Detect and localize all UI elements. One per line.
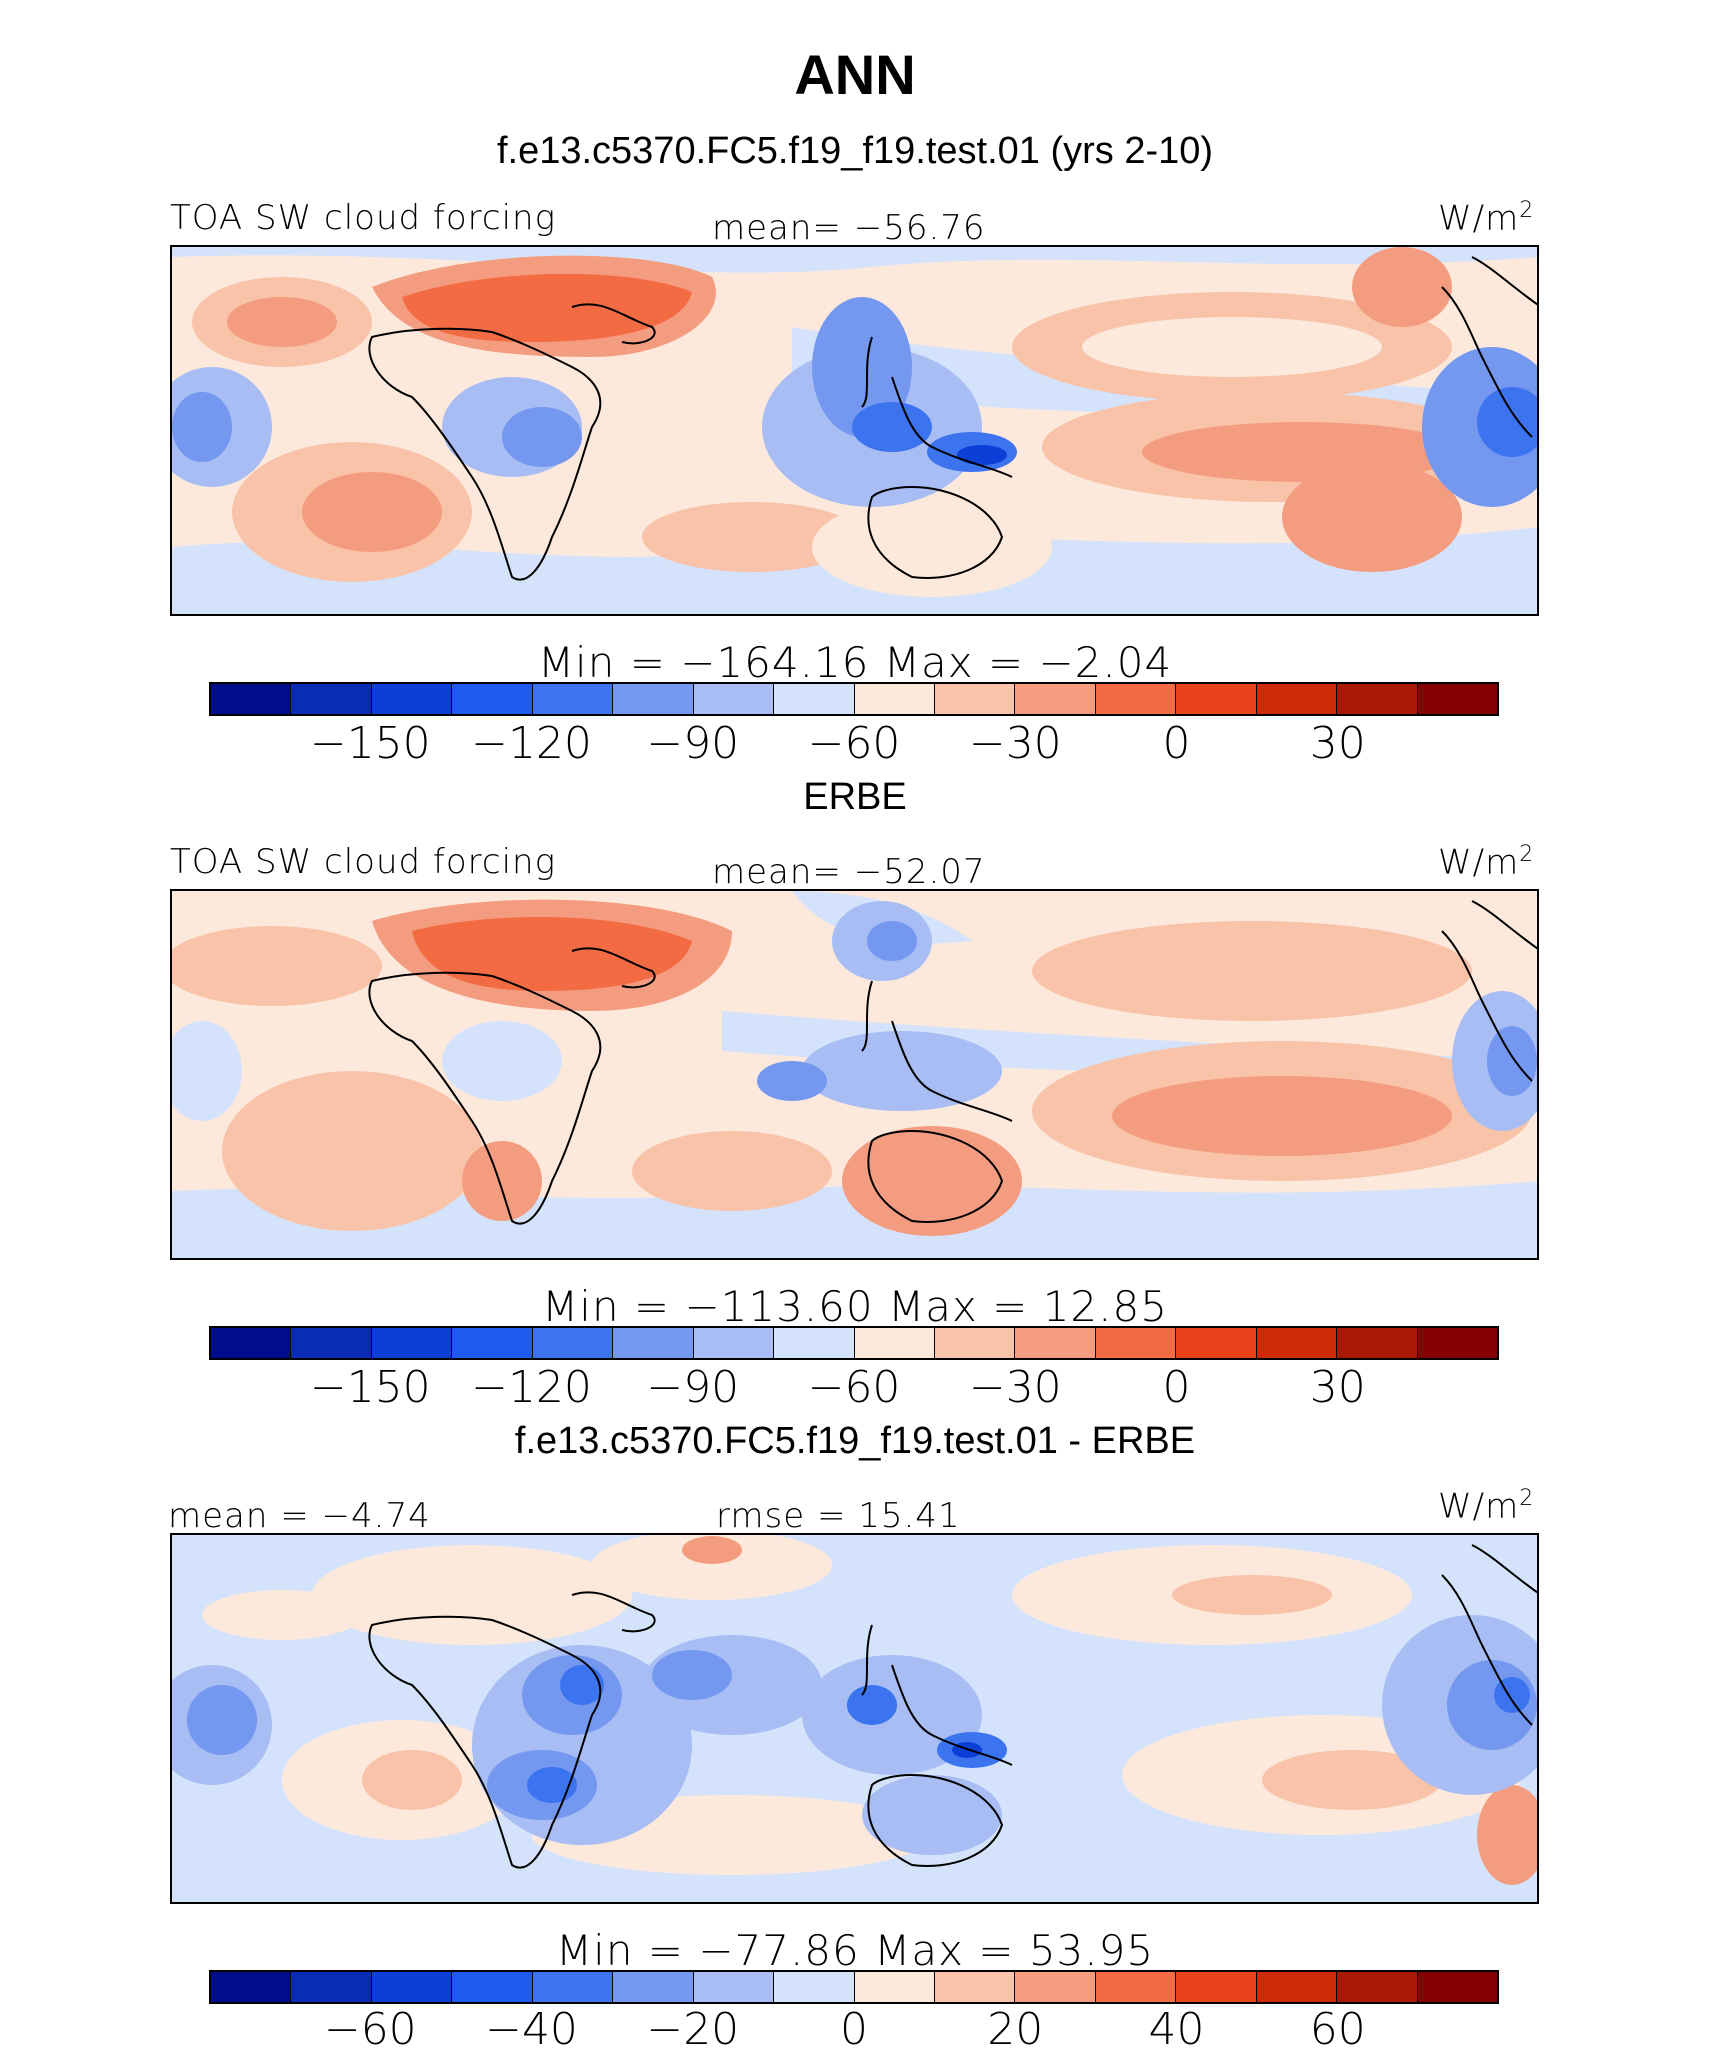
panel3-colorbar-swatch bbox=[854, 1972, 935, 2002]
panel1-heading: f.e13.c5370.FC5.f19_f19.test.01 (yrs 2-1… bbox=[496, 130, 1214, 172]
panel1-colorbar-tick-label: 30 bbox=[1309, 718, 1366, 769]
panel2-colorbar-swatch bbox=[1256, 1328, 1338, 1358]
panel1-colorbar-tick-label: −60 bbox=[807, 718, 901, 769]
panel1-colorbar-swatch bbox=[1176, 684, 1257, 714]
panel1-variable-label: TOA SW cloud forcing bbox=[170, 198, 556, 238]
panel3-colorbar-swatch bbox=[1256, 1972, 1338, 2002]
panel1-colorbar-swatch bbox=[1015, 684, 1096, 714]
panel3-units: W/m2 bbox=[1438, 1486, 1535, 1527]
panel2-colorbar-ticks: −150 −120 −90 −60 −30 0 30 bbox=[209, 1362, 1499, 1413]
panel1-colorbar-swatch bbox=[291, 684, 372, 714]
panel2-colorbar-tick-label: 30 bbox=[1309, 1362, 1366, 1413]
panel1-colorbar-swatch bbox=[371, 684, 453, 714]
panel3-minmax: Min = −77.86 Max = 53.95 bbox=[555, 1926, 1155, 1975]
panel2-colorbar-swatch bbox=[1417, 1328, 1497, 1358]
panel2-colorbar-swatch bbox=[1176, 1328, 1257, 1358]
panel2-colorbar-swatch bbox=[371, 1328, 453, 1358]
panel2-heading: ERBE bbox=[803, 776, 907, 818]
panel2-map bbox=[170, 889, 1539, 1260]
panel3-colorbar-ticks: −60 −40 −20 0 20 40 60 bbox=[209, 2004, 1499, 2055]
panel1-colorbar-swatch bbox=[774, 684, 855, 714]
panel1-colorbar-swatch bbox=[1256, 684, 1338, 714]
panel3-colorbar-swatch bbox=[1176, 1972, 1257, 2002]
panel3-colorbar-swatch bbox=[1337, 1972, 1418, 2002]
panel3-colorbar-tick-label: 60 bbox=[1309, 2004, 1366, 2055]
panel3-colorbar-tick-label: 0 bbox=[840, 2004, 868, 2055]
panel3-colorbar-swatch bbox=[1095, 1972, 1177, 2002]
panel1-map bbox=[170, 245, 1539, 616]
panel2-colorbar-swatch bbox=[1095, 1328, 1177, 1358]
panel3-colorbar-swatch bbox=[1417, 1972, 1497, 2002]
panel3-colorbar-swatch bbox=[774, 1972, 855, 2002]
panel2-colorbar-swatch bbox=[1337, 1328, 1418, 1358]
panel3-colorbar-swatch bbox=[532, 1972, 614, 2002]
panel1-minmax: Min = −164.16 Max = −2.04 bbox=[537, 638, 1173, 687]
panel3-colorbar-swatch bbox=[452, 1972, 533, 2002]
panel2-mean-label: mean= −52.07 bbox=[712, 852, 986, 892]
panel2-colorbar-swatch bbox=[613, 1328, 694, 1358]
panel3-colorbar-tick-label: 20 bbox=[987, 2004, 1044, 2055]
panel1-units: W/m2 bbox=[1438, 198, 1535, 239]
panel3-colorbar-tick-label: −20 bbox=[646, 2004, 740, 2055]
panel2-colorbar-swatch bbox=[211, 1328, 292, 1358]
panel1-colorbar-swatch bbox=[693, 684, 775, 714]
panel3-colorbar-tick-label: −60 bbox=[323, 2004, 417, 2055]
panel1-colorbar-tick-label: −30 bbox=[968, 718, 1062, 769]
panel2-colorbar-swatch bbox=[774, 1328, 855, 1358]
panel3-heading: f.e13.c5370.FC5.f19_f19.test.01 - ERBE bbox=[514, 1420, 1196, 1462]
panel2-variable-label: TOA SW cloud forcing bbox=[170, 842, 556, 882]
panel1-colorbar-swatch bbox=[532, 684, 614, 714]
panel3-mean-label: mean = −4.74 bbox=[168, 1496, 431, 1536]
panel2-colorbar-swatch bbox=[532, 1328, 614, 1358]
panel2-colorbar-swatch bbox=[452, 1328, 533, 1358]
panel1-colorbar-tick-label: −90 bbox=[646, 718, 740, 769]
panel3-colorbar-tick-label: 40 bbox=[1148, 2004, 1205, 2055]
panel3-colorbar-swatch bbox=[934, 1972, 1016, 2002]
panel1-colorbar-swatch bbox=[211, 684, 292, 714]
panel1-colorbar-tick-label: −120 bbox=[471, 718, 592, 769]
panel1-colorbar-tick-label: 0 bbox=[1162, 718, 1191, 769]
figure-title: ANN bbox=[794, 43, 916, 106]
panel1-mean-label: mean= −56.76 bbox=[712, 208, 986, 248]
panel3-colorbar-swatch bbox=[291, 1972, 372, 2002]
panel3-colorbar-swatch bbox=[613, 1972, 694, 2002]
panel2-colorbar-tick-label: −150 bbox=[309, 1362, 431, 1413]
panel3-map bbox=[170, 1533, 1539, 1904]
panel1-colorbar-swatch bbox=[1417, 684, 1497, 714]
panel1-colorbar bbox=[209, 682, 1499, 716]
panel2-colorbar-tick-label: −30 bbox=[968, 1362, 1062, 1413]
panel3-colorbar bbox=[209, 1970, 1499, 2004]
panel2-colorbar-tick-label: −90 bbox=[646, 1362, 740, 1413]
panel1-colorbar-swatch bbox=[452, 684, 533, 714]
panel2-colorbar-tick-label: −60 bbox=[807, 1362, 901, 1413]
panel1-colorbar-tick-label: −150 bbox=[309, 718, 431, 769]
panel2-colorbar-swatch bbox=[291, 1328, 372, 1358]
panel2-colorbar-swatch bbox=[854, 1328, 935, 1358]
panel3-colorbar-swatch bbox=[1015, 1972, 1096, 2002]
panel1-colorbar-swatch bbox=[934, 684, 1016, 714]
panel1-colorbar-swatch bbox=[613, 684, 694, 714]
panel2-minmax: Min = −113.60 Max = 12.85 bbox=[542, 1282, 1168, 1331]
panel1-colorbar-swatch bbox=[1337, 684, 1418, 714]
panel1-colorbar-ticks: −150 −120 −90 −60 −30 0 30 bbox=[209, 718, 1499, 769]
panel3-colorbar-tick-label: −40 bbox=[485, 2004, 578, 2055]
panel2-units: W/m2 bbox=[1438, 842, 1535, 883]
panel1-colorbar-swatch bbox=[1095, 684, 1177, 714]
panel2-colorbar-tick-label: 0 bbox=[1162, 1362, 1191, 1413]
panel2-colorbar bbox=[209, 1326, 1499, 1360]
panel2-colorbar-swatch bbox=[934, 1328, 1016, 1358]
panel3-colorbar-swatch bbox=[211, 1972, 292, 2002]
panel3-rmse-label: rmse = 15.41 bbox=[716, 1496, 961, 1536]
panel3-colorbar-swatch bbox=[693, 1972, 775, 2002]
panel2-colorbar-swatch bbox=[1015, 1328, 1096, 1358]
panel2-colorbar-swatch bbox=[693, 1328, 775, 1358]
panel3-colorbar-swatch bbox=[371, 1972, 453, 2002]
panel2-colorbar-tick-label: −120 bbox=[471, 1362, 592, 1413]
panel1-colorbar-swatch bbox=[854, 684, 935, 714]
